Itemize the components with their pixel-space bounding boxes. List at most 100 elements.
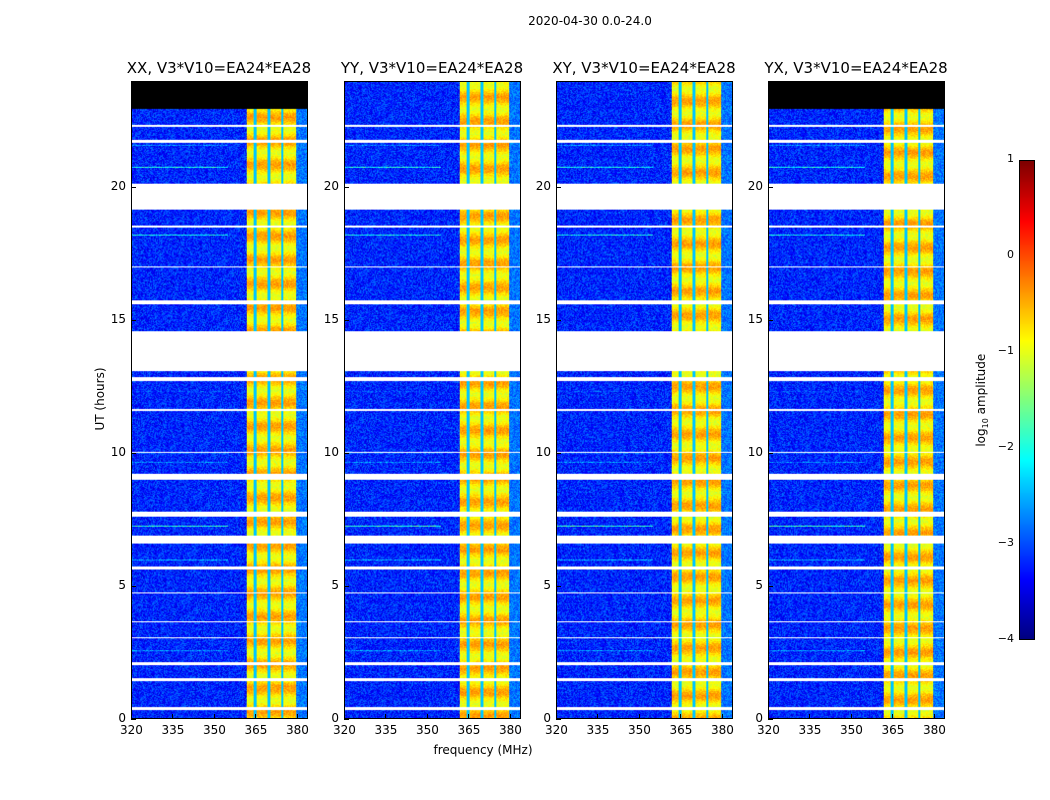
y-tick-mark — [344, 453, 349, 455]
y-tick-label: 20 — [323, 179, 339, 194]
y-tick-label: 5 — [543, 578, 551, 593]
x-tick-label: 320 — [545, 723, 568, 737]
heatmap-panel — [556, 81, 733, 719]
colorbar-tick-label: −1 — [997, 344, 1014, 357]
x-tick-label: 380 — [285, 723, 309, 737]
x-tick-mark — [638, 714, 640, 719]
y-tick-label: 0 — [543, 711, 551, 725]
y-tick-mark — [768, 187, 773, 189]
y-tick-mark — [556, 586, 561, 588]
y-tick-mark — [556, 187, 561, 189]
colorbar-tick-label: −3 — [997, 536, 1014, 549]
x-tick-mark — [131, 714, 132, 719]
x-tick-label: 350 — [627, 723, 651, 737]
x-tick-mark — [597, 714, 599, 719]
heatmap-image — [769, 82, 944, 718]
x-tick-label: 320 — [757, 723, 780, 737]
y-tick-mark — [131, 719, 136, 720]
y-tick-label: 15 — [747, 312, 763, 327]
y-tick-label: 0 — [755, 711, 763, 725]
heatmap-panel — [344, 81, 521, 719]
x-tick-mark — [892, 714, 894, 719]
x-tick-label: 335 — [586, 723, 610, 737]
x-tick-mark — [680, 714, 682, 719]
y-tick-label: 15 — [535, 312, 551, 327]
heatmap-image — [345, 82, 520, 718]
x-tick-mark — [385, 714, 387, 719]
x-tick-mark — [721, 714, 723, 719]
y-tick-mark — [768, 320, 773, 322]
figure-title: 2020-04-30 0.0-24.0 — [528, 14, 652, 28]
heatmap-panel — [131, 81, 308, 719]
y-tick-mark — [768, 719, 773, 720]
x-tick-mark — [213, 714, 215, 719]
colorbar-label-rest: amplitude — [973, 353, 988, 419]
y-tick-mark — [131, 453, 136, 455]
x-tick-label: 365 — [244, 723, 268, 737]
colorbar-tick-label: 1 — [1007, 152, 1014, 165]
colorbar-tick-label: −2 — [997, 440, 1014, 453]
y-tick-label: 15 — [323, 312, 339, 327]
x-tick-label: 350 — [839, 723, 863, 737]
y-tick-mark — [131, 320, 136, 322]
colorbar-tick-label: −4 — [997, 632, 1014, 645]
y-tick-label: 5 — [755, 578, 763, 593]
x-tick-mark — [426, 714, 428, 719]
colorbar — [1019, 160, 1035, 640]
y-tick-label: 0 — [118, 711, 126, 725]
panel-title: XY, V3*V10=EA24*EA28 — [552, 59, 736, 77]
colorbar-label-sub: 10 — [981, 418, 991, 429]
x-tick-mark — [768, 714, 769, 719]
x-tick-mark — [933, 714, 935, 719]
y-tick-label: 10 — [747, 445, 763, 460]
y-tick-mark — [768, 453, 773, 455]
colorbar-label-log: log — [973, 428, 988, 447]
x-tick-label: 350 — [202, 723, 226, 737]
y-tick-label: 20 — [535, 179, 551, 194]
y-tick-mark — [556, 719, 561, 720]
panel-title: YY, V3*V10=EA24*EA28 — [340, 59, 524, 77]
colorbar-tick-label: 0 — [1007, 248, 1014, 261]
y-tick-mark — [556, 453, 561, 455]
x-tick-label: 380 — [710, 723, 734, 737]
x-tick-mark — [172, 714, 174, 719]
y-tick-mark — [556, 320, 561, 322]
y-tick-label: 0 — [331, 711, 339, 725]
x-tick-label: 335 — [798, 723, 822, 737]
x-tick-mark — [255, 714, 257, 719]
x-tick-label: 335 — [374, 723, 398, 737]
x-tick-mark — [556, 714, 557, 719]
y-tick-label: 15 — [110, 312, 126, 327]
y-tick-label: 5 — [331, 578, 339, 593]
y-tick-label: 5 — [118, 578, 126, 593]
y-tick-mark — [344, 719, 349, 720]
y-tick-mark — [131, 187, 136, 189]
x-tick-mark — [344, 714, 345, 719]
x-tick-mark — [468, 714, 470, 719]
y-tick-mark — [768, 586, 773, 588]
y-tick-mark — [131, 586, 136, 588]
y-tick-mark — [344, 187, 349, 189]
x-tick-mark — [850, 714, 852, 719]
y-tick-label: 10 — [535, 445, 551, 460]
x-tick-mark — [509, 714, 511, 719]
y-tick-mark — [344, 586, 349, 588]
panel-title: XX, V3*V10=EA24*EA28 — [126, 59, 312, 77]
x-tick-label: 380 — [498, 723, 522, 737]
x-tick-label: 335 — [161, 723, 185, 737]
y-tick-label: 20 — [110, 179, 126, 194]
x-tick-label: 365 — [669, 723, 693, 737]
y-tick-label: 10 — [110, 445, 126, 460]
x-tick-label: 380 — [922, 723, 946, 737]
x-tick-label: 320 — [333, 723, 356, 737]
x-tick-mark — [809, 714, 811, 719]
colorbar-label: log10 amplitude — [974, 340, 990, 460]
x-tick-label: 320 — [120, 723, 143, 737]
y-tick-label: 10 — [323, 445, 339, 460]
x-tick-mark — [296, 714, 298, 719]
heatmap-image — [557, 82, 732, 718]
x-tick-label: 365 — [881, 723, 905, 737]
y-axis-label: UT (hours) — [93, 367, 107, 431]
y-tick-mark — [344, 320, 349, 322]
